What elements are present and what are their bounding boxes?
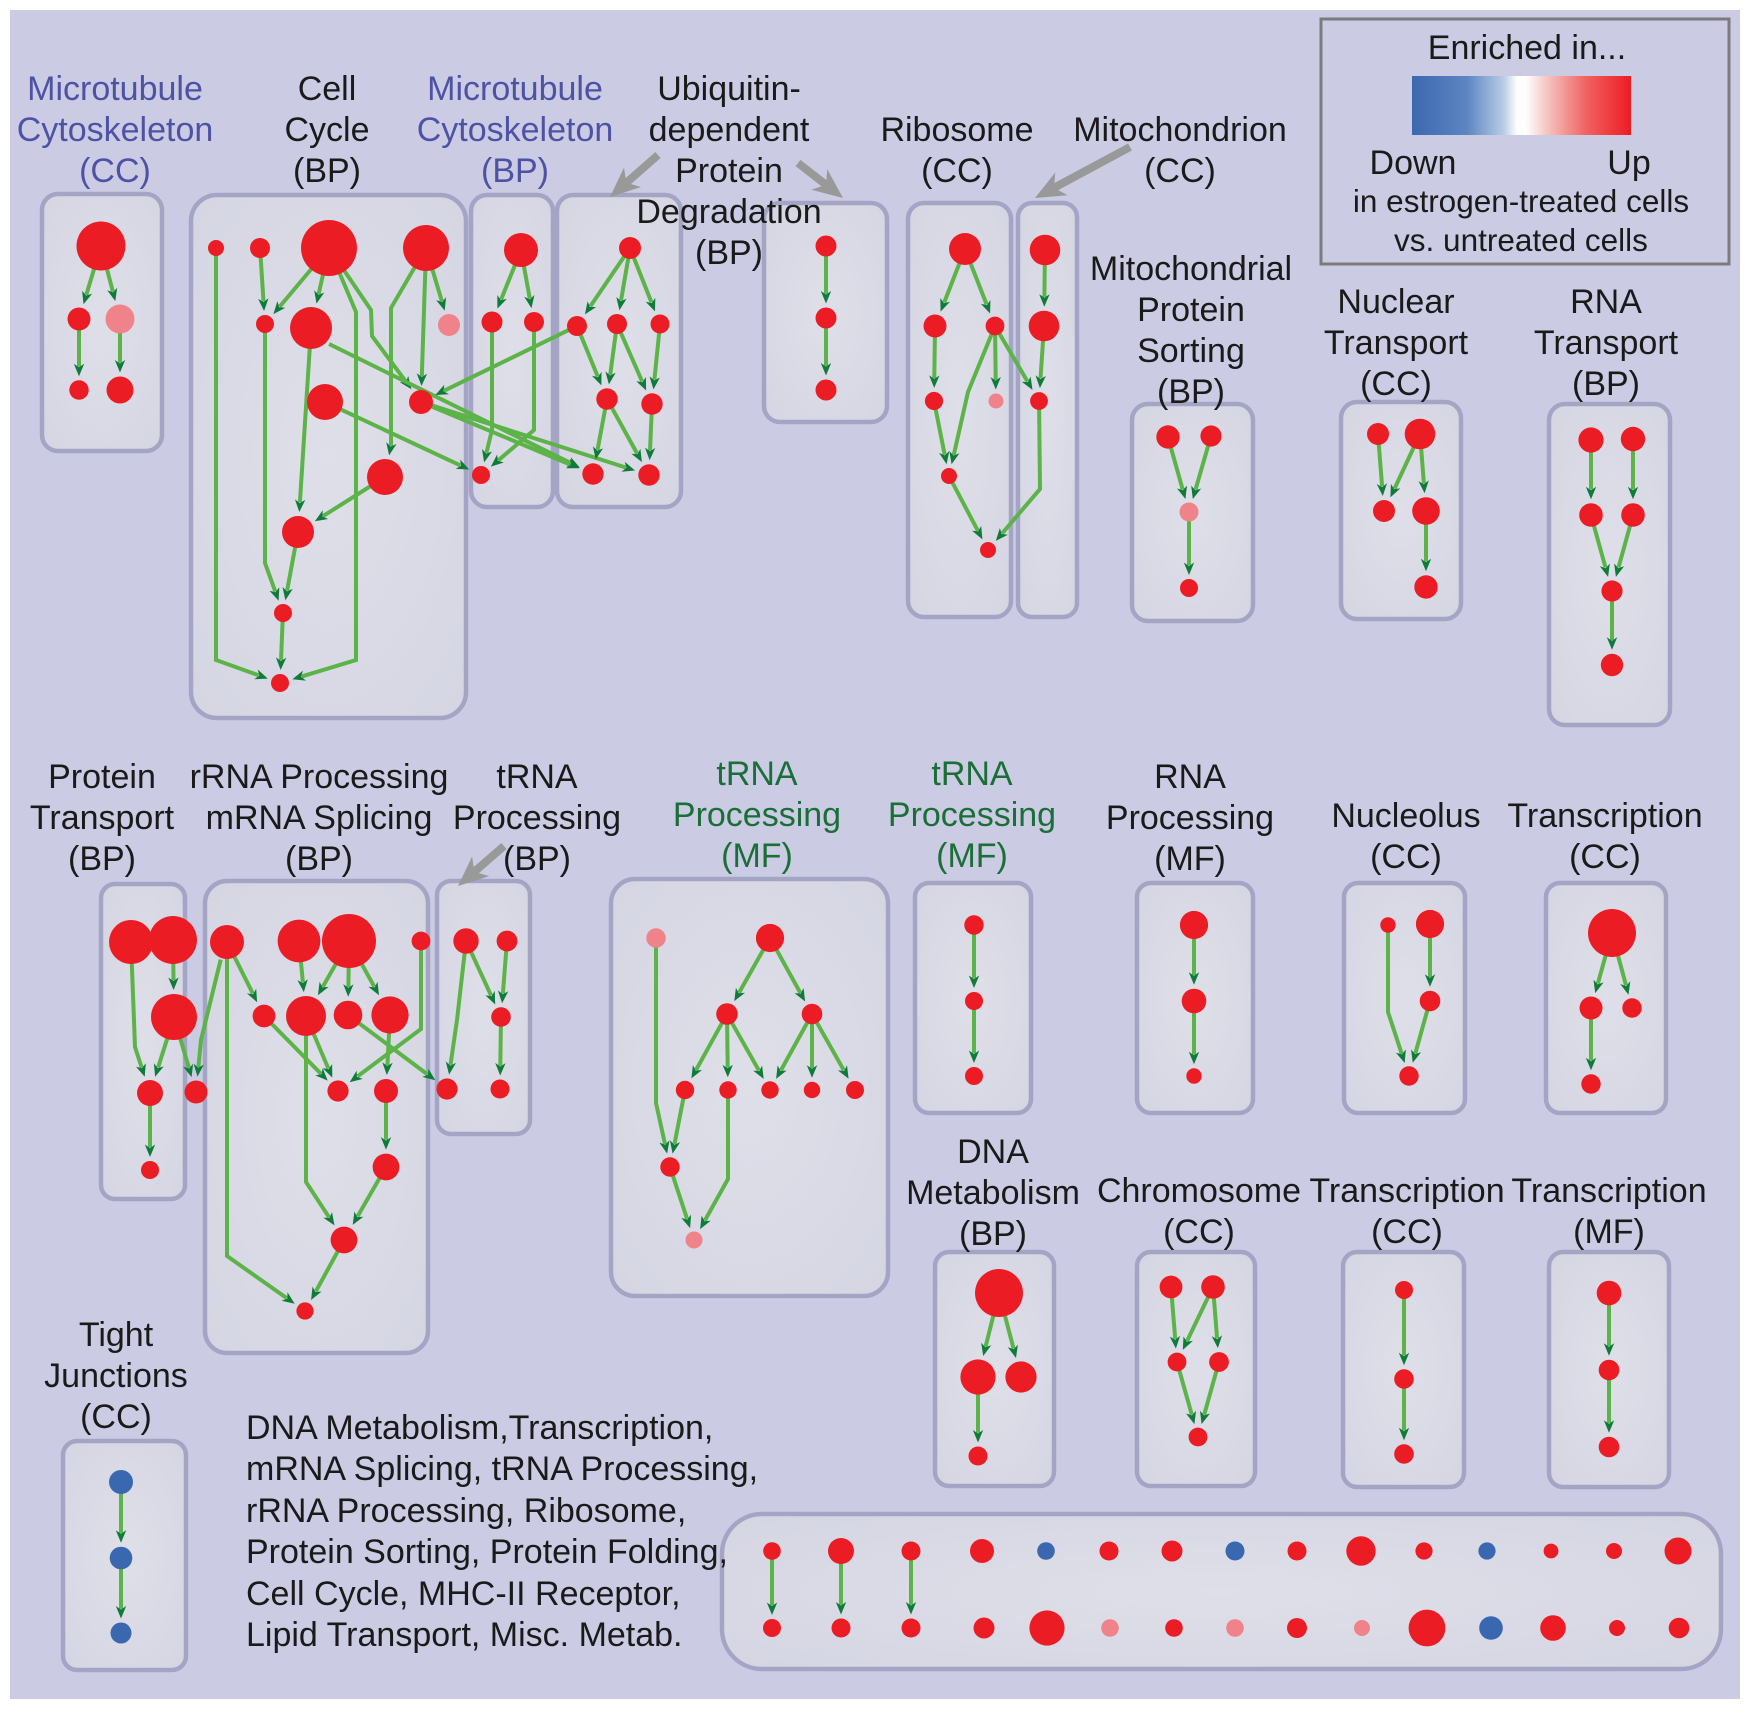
- svg-text:DNA: DNA: [957, 1133, 1029, 1171]
- svg-text:(CC): (CC): [921, 152, 993, 190]
- svg-text:Junctions: Junctions: [44, 1357, 188, 1395]
- svg-text:(CC): (CC): [1569, 838, 1641, 876]
- svg-text:Processing: Processing: [453, 799, 621, 837]
- svg-text:Down: Down: [1370, 144, 1457, 182]
- svg-text:Transport: Transport: [1324, 324, 1469, 362]
- svg-text:Microtubule: Microtubule: [427, 70, 603, 108]
- svg-text:mRNA Splicing: mRNA Splicing: [206, 799, 433, 837]
- svg-text:Up: Up: [1607, 144, 1650, 182]
- svg-text:(MF): (MF): [1154, 840, 1226, 878]
- svg-text:Cell: Cell: [298, 70, 357, 108]
- svg-text:Processing: Processing: [1106, 799, 1274, 837]
- svg-text:RNA: RNA: [1154, 758, 1226, 796]
- svg-text:Cytoskeleton: Cytoskeleton: [17, 111, 214, 149]
- svg-text:Transcription: Transcription: [1309, 1172, 1504, 1210]
- svg-text:Sorting: Sorting: [1137, 332, 1245, 370]
- svg-text:(MF): (MF): [721, 837, 793, 875]
- svg-text:Cycle: Cycle: [284, 111, 369, 149]
- svg-text:Enriched in...: Enriched in...: [1428, 29, 1626, 67]
- svg-text:(MF): (MF): [936, 837, 1008, 875]
- svg-text:Mitochondrial: Mitochondrial: [1090, 250, 1292, 288]
- svg-text:Microtubule: Microtubule: [27, 70, 203, 108]
- svg-text:rRNA Processing: rRNA Processing: [190, 758, 449, 796]
- svg-text:Transcription: Transcription: [1511, 1172, 1706, 1210]
- svg-text:(BP): (BP): [285, 840, 353, 878]
- svg-text:Ribosome: Ribosome: [880, 111, 1033, 149]
- svg-text:(BP): (BP): [695, 234, 763, 272]
- svg-text:Cell Cycle, MHC-II Receptor,: Cell Cycle, MHC-II Receptor,: [246, 1575, 681, 1613]
- svg-text:Metabolism: Metabolism: [906, 1174, 1080, 1212]
- svg-text:DNA Metabolism,Transcription,: DNA Metabolism,Transcription,: [246, 1409, 713, 1447]
- svg-text:tRNA: tRNA: [496, 758, 578, 796]
- svg-text:Protein: Protein: [675, 152, 783, 190]
- svg-text:Nucleolus: Nucleolus: [1331, 797, 1480, 835]
- svg-text:mRNA Splicing, tRNA Processing: mRNA Splicing, tRNA Processing,: [246, 1450, 758, 1488]
- svg-text:Nuclear: Nuclear: [1337, 283, 1454, 321]
- svg-text:Degradation: Degradation: [636, 193, 821, 231]
- svg-text:(BP): (BP): [959, 1215, 1027, 1253]
- svg-text:Transport: Transport: [1534, 324, 1679, 362]
- svg-text:RNA: RNA: [1570, 283, 1642, 321]
- svg-text:(BP): (BP): [68, 840, 136, 878]
- svg-text:Processing: Processing: [673, 796, 841, 834]
- svg-text:Tight: Tight: [79, 1316, 154, 1354]
- svg-text:(BP): (BP): [481, 152, 549, 190]
- svg-text:Protein: Protein: [48, 758, 156, 796]
- svg-text:(CC): (CC): [79, 152, 151, 190]
- svg-text:Chromosome: Chromosome: [1097, 1172, 1301, 1210]
- svg-text:vs. untreated cells: vs. untreated cells: [1394, 222, 1648, 258]
- svg-text:Transcription: Transcription: [1507, 797, 1702, 835]
- svg-text:(CC): (CC): [1360, 365, 1432, 403]
- svg-text:(BP): (BP): [1572, 365, 1640, 403]
- svg-text:tRNA: tRNA: [716, 755, 798, 793]
- svg-text:dependent: dependent: [649, 111, 810, 149]
- svg-text:(BP): (BP): [1157, 373, 1225, 411]
- svg-text:Ubiquitin-: Ubiquitin-: [657, 70, 801, 108]
- svg-text:(CC): (CC): [1370, 838, 1442, 876]
- svg-text:(CC): (CC): [80, 1398, 152, 1436]
- svg-text:Transport: Transport: [30, 799, 175, 837]
- svg-text:(BP): (BP): [503, 840, 571, 878]
- svg-text:Mitochondrion: Mitochondrion: [1073, 111, 1287, 149]
- svg-text:(MF): (MF): [1573, 1213, 1645, 1251]
- svg-text:Protein Sorting, Protein Foldi: Protein Sorting, Protein Folding,: [246, 1533, 728, 1571]
- svg-text:(CC): (CC): [1163, 1213, 1235, 1251]
- svg-text:(BP): (BP): [293, 152, 361, 190]
- svg-text:(CC): (CC): [1371, 1213, 1443, 1251]
- svg-text:(CC): (CC): [1144, 152, 1216, 190]
- svg-text:Lipid Transport, Misc. Metab.: Lipid Transport, Misc. Metab.: [246, 1616, 683, 1654]
- svg-text:tRNA: tRNA: [931, 755, 1013, 793]
- svg-text:Protein: Protein: [1137, 291, 1245, 329]
- svg-text:Processing: Processing: [888, 796, 1056, 834]
- svg-text:Cytoskeleton: Cytoskeleton: [417, 111, 614, 149]
- svg-text:in estrogen-treated cells: in estrogen-treated cells: [1353, 183, 1689, 219]
- svg-text:rRNA Processing, Ribosome,: rRNA Processing, Ribosome,: [246, 1492, 686, 1530]
